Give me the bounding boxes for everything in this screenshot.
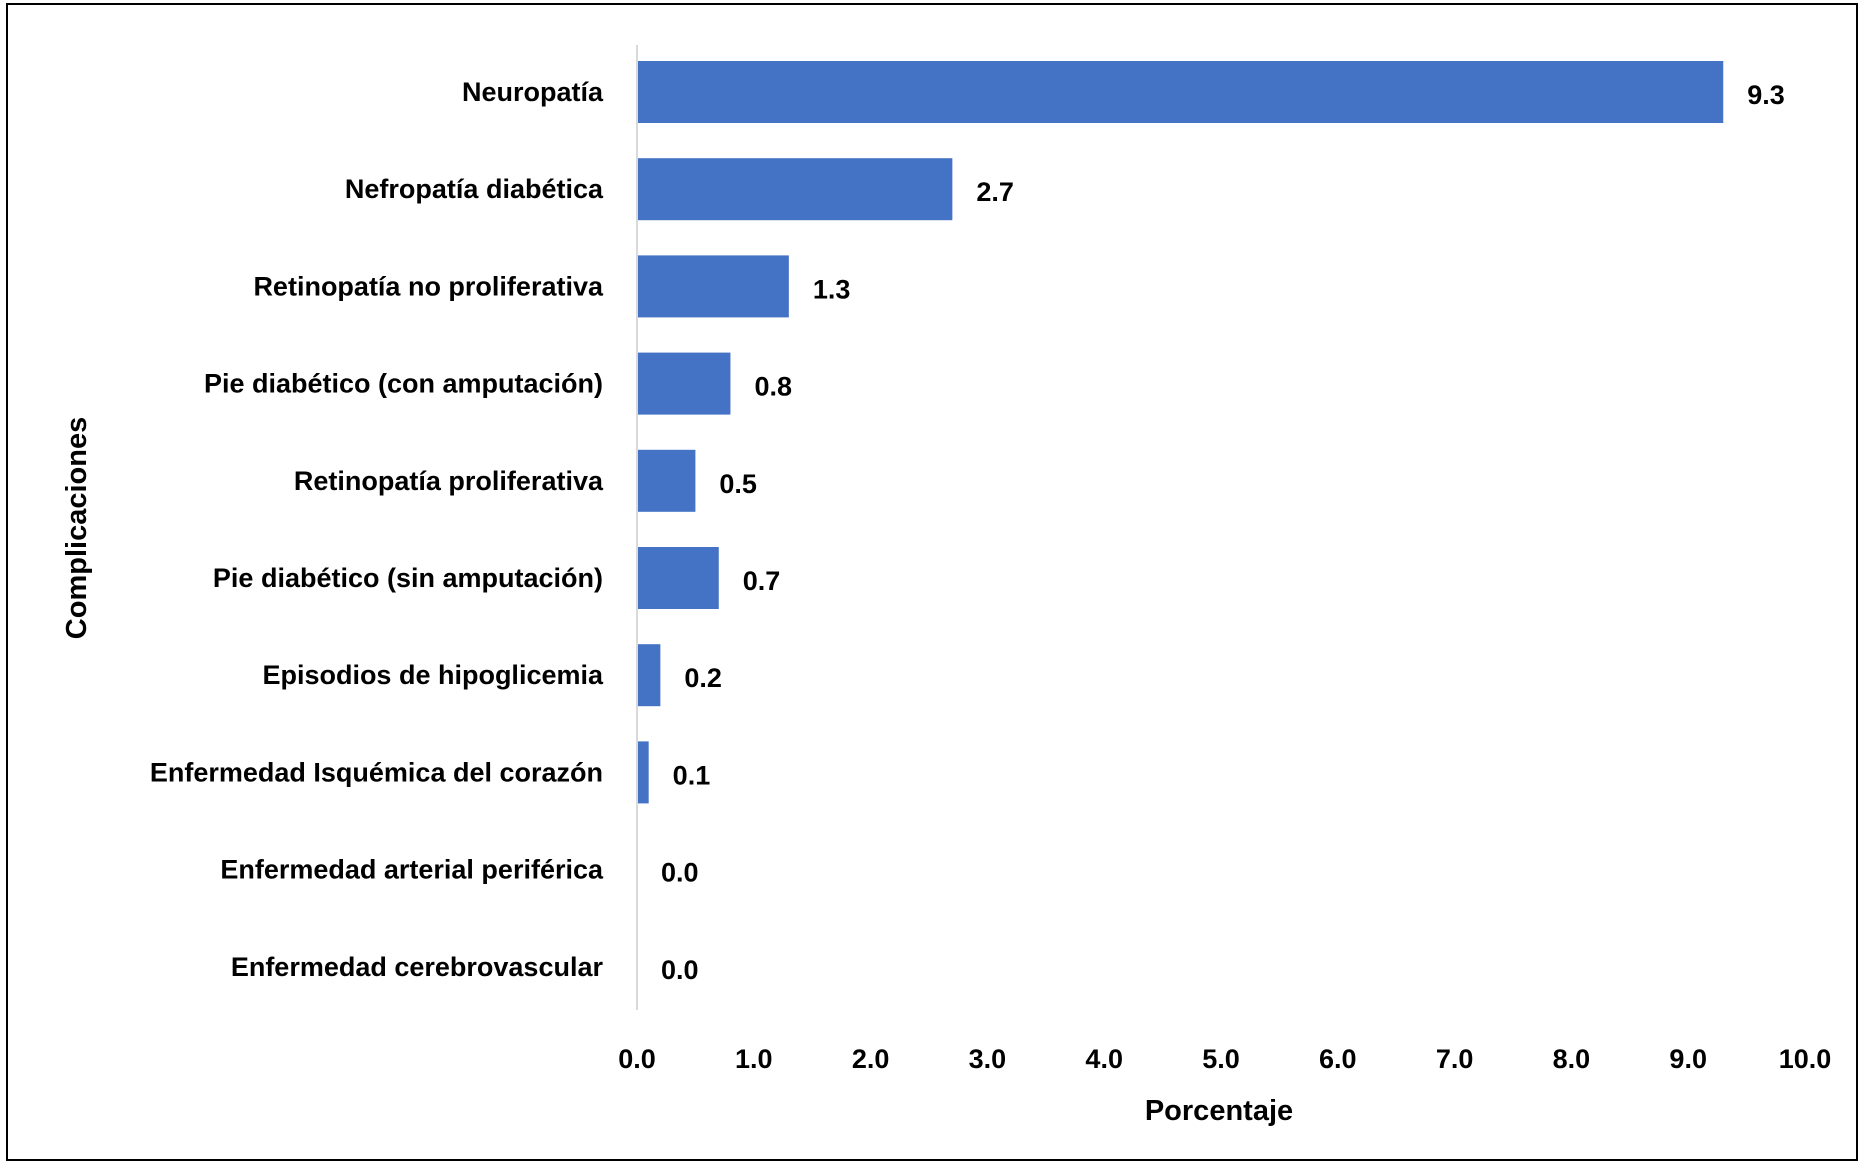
- category-label: Pie diabético (con amputación): [204, 369, 603, 399]
- x-tick-label: 5.0: [1202, 1044, 1240, 1074]
- category-label: Nefropatía diabética: [345, 174, 604, 204]
- data-label: 1.3: [813, 274, 851, 304]
- category-label: Retinopatía proliferativa: [294, 466, 604, 496]
- data-labels: 9.3 2.7 1.3 0.8 0.5 0.7 0.2 0.1 0.0 0.0: [661, 80, 1785, 985]
- data-label: 0.2: [684, 663, 722, 693]
- bar: [637, 158, 953, 221]
- x-tick-label: 1.0: [735, 1044, 773, 1074]
- category-labels: Neuropatía Nefropatía diabética Retinopatí…: [150, 77, 604, 982]
- x-tick-label: 3.0: [969, 1044, 1007, 1074]
- bar: [637, 547, 719, 609]
- data-label: 2.7: [976, 177, 1014, 207]
- data-label: 0.1: [673, 760, 711, 790]
- x-tick-label: 6.0: [1319, 1044, 1357, 1074]
- bar: [637, 741, 649, 804]
- x-tick-label: 4.0: [1085, 1044, 1123, 1074]
- x-tick-label: 0.0: [618, 1044, 656, 1074]
- bar: [637, 352, 731, 415]
- data-label: 0.7: [743, 566, 781, 596]
- data-label: 0.8: [754, 372, 792, 402]
- y-axis-title: Complicaciones: [61, 417, 93, 639]
- x-axis-title: Porcentaje: [1145, 1095, 1293, 1127]
- category-label: Enfermedad Isquémica del corazón: [150, 757, 603, 787]
- category-label: Retinopatía no proliferativa: [253, 271, 604, 301]
- x-tick-label: 10.0: [1779, 1044, 1832, 1074]
- x-tick-labels: 0.0 1.0 2.0 3.0 4.0 5.0 6.0 7.0 8.0 9.0 10.0: [618, 1044, 1831, 1074]
- x-tick-label: 7.0: [1436, 1044, 1474, 1074]
- data-label: 0.0: [661, 955, 699, 985]
- category-label: Episodios de hipoglicemia: [262, 660, 604, 690]
- category-label: Enfermedad cerebrovascular: [231, 952, 604, 982]
- bar: [637, 61, 1724, 123]
- x-tick-label: 9.0: [1669, 1044, 1707, 1074]
- category-label: Enfermedad arterial periférica: [220, 855, 604, 885]
- bar: [637, 644, 661, 707]
- bars-group: [637, 61, 1724, 804]
- data-label: 9.3: [1747, 80, 1785, 110]
- bar: [637, 449, 696, 512]
- data-label: 0.5: [719, 469, 757, 499]
- category-label: Pie diabético (sin amputación): [213, 563, 603, 593]
- x-tick-label: 8.0: [1553, 1044, 1591, 1074]
- category-label: Neuropatía: [462, 77, 604, 107]
- data-label: 0.0: [661, 858, 699, 888]
- x-tick-label: 2.0: [852, 1044, 890, 1074]
- bar: [637, 255, 789, 318]
